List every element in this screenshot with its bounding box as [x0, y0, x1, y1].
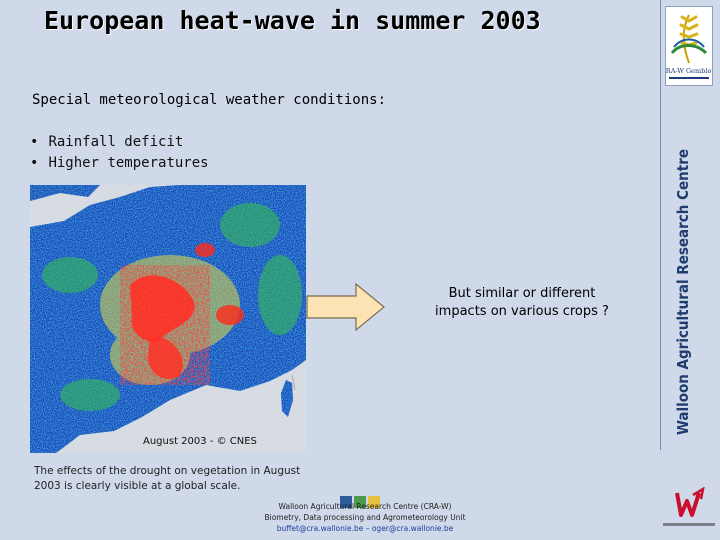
subheading: Special meteorological weather condition… — [32, 92, 387, 108]
slide-title: European heat-wave in summer 2003 — [44, 6, 541, 35]
crop-impact-callout: But similar or different impacts on vari… — [384, 278, 660, 328]
footer-square-green — [354, 496, 366, 508]
footer-emails[interactable]: buffet@cra.wallonie.be – oger@cra.wallon… — [276, 524, 454, 533]
footer-unit: Biometry, Data processing and Agrometeor… — [264, 513, 466, 522]
wallonie-w-logo — [661, 486, 717, 531]
logo-lettering: CRA-W Gembloux — [666, 67, 712, 75]
map-caption: August 2003 - © CNES — [143, 436, 257, 447]
footer-square-yellow — [368, 496, 380, 508]
footer-contact: Walloon Agricultural Research Centre (CR… — [240, 501, 490, 534]
vertical-org-label: Walloon Agricultural Research Centre — [674, 148, 692, 435]
bullet-temperatures: Higher temperatures — [30, 153, 208, 174]
cra-w-logo: CRA-W Gembloux — [661, 6, 720, 86]
satellite-map-image — [30, 185, 306, 453]
footnote: The effects of the drought on vegetation… — [34, 465, 301, 492]
right-arrow-icon — [306, 282, 385, 332]
condition-list: Rainfall deficit Higher temperatures — [30, 132, 209, 174]
callout-line-1: But similar or different — [448, 286, 596, 301]
bullet-rainfall: Rainfall deficit — [30, 132, 209, 153]
sidebar-divider — [660, 0, 661, 450]
footer-color-squares — [340, 496, 382, 515]
footer-square-blue — [340, 496, 352, 508]
footer-org: Walloon Agricultural Research Centre (CR… — [278, 502, 452, 511]
callout-line-2: impacts on various crops ? — [435, 304, 609, 319]
